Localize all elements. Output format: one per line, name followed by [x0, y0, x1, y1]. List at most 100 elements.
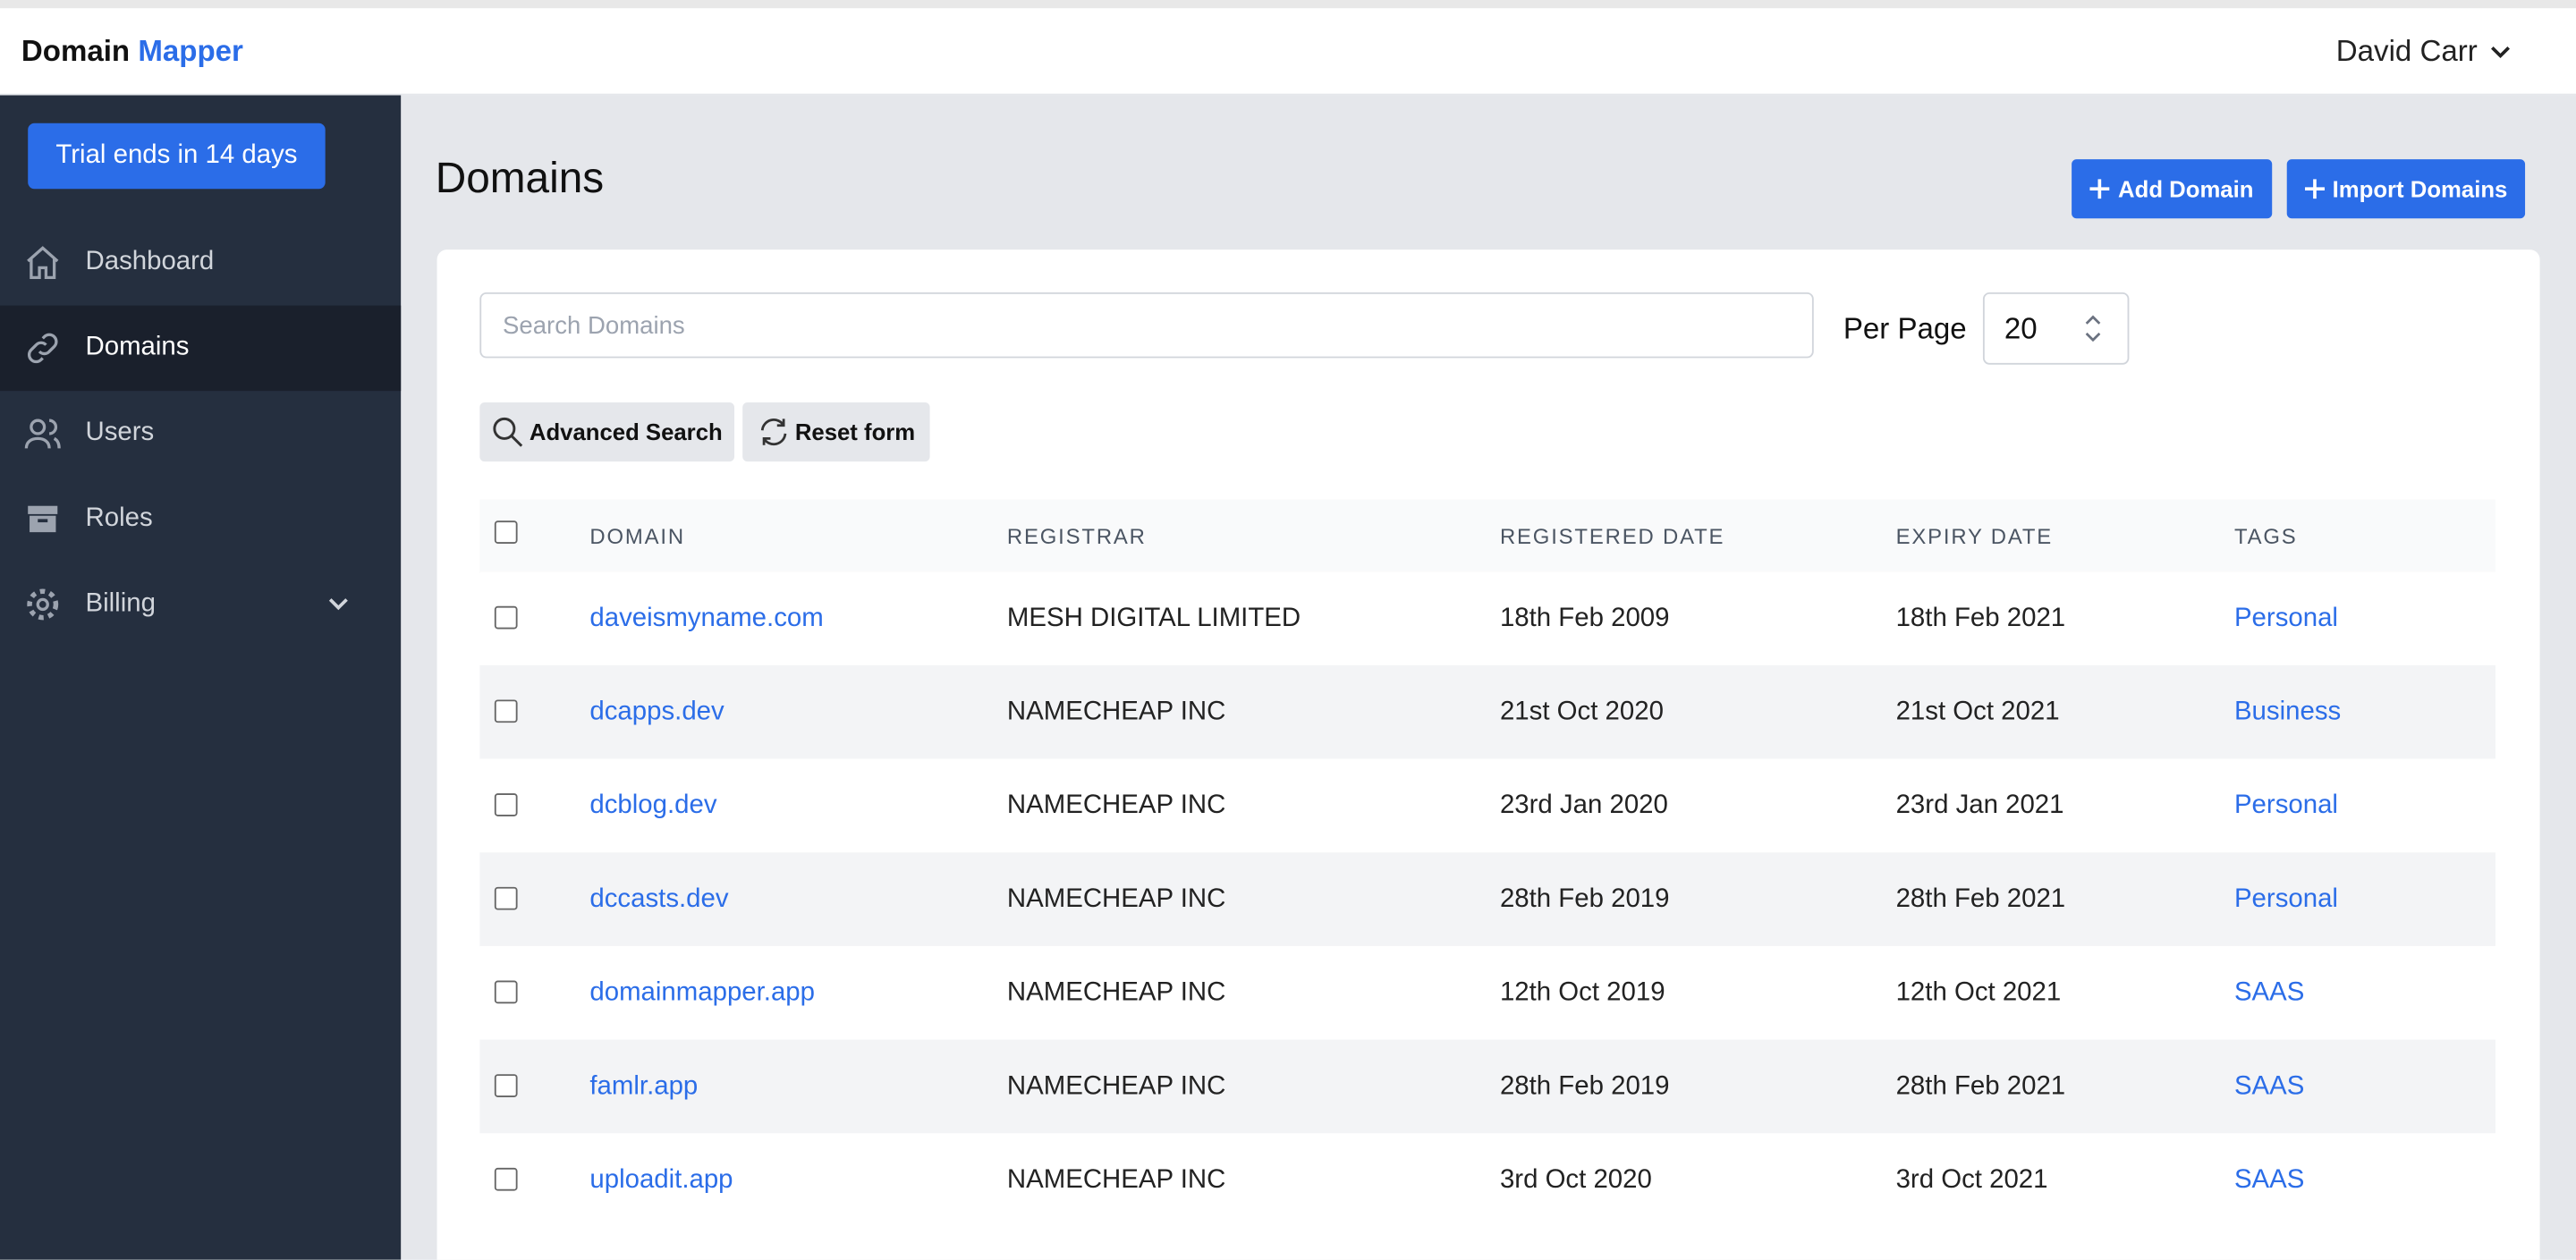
tag-link[interactable]: Personal [2233, 604, 2338, 633]
table-cell: 3rd Oct 2021 [1895, 1166, 2048, 1195]
nav-label: Dashboard [85, 248, 215, 276]
column-header: EXPIRY DATE [1895, 523, 2054, 549]
table-cell: 12th Oct 2019 [1499, 978, 1665, 1007]
table-cell: 28th Feb 2021 [1895, 885, 2066, 914]
table-cell: 21st Oct 2020 [1499, 698, 1664, 726]
table-cell: NAMECHEAP INC [1006, 791, 1226, 820]
column-header: REGISTERED DATE [1499, 523, 1725, 549]
nav-item[interactable]: Dashboard [0, 220, 401, 306]
user-name: David Carr [2335, 34, 2478, 68]
link-icon [27, 333, 58, 364]
table-row: uploadit.app NAMECHEAP INC 3rd Oct 2020 3rd… [479, 1133, 2496, 1228]
nav-label: Users [85, 419, 155, 447]
header: Domain Mapper David Carr [0, 8, 2576, 96]
page-title: Domains [435, 152, 605, 202]
plus-icon [2089, 179, 2110, 199]
select-all-checkbox[interactable] [494, 520, 518, 544]
table-row: domainmapper.app NAMECHEAP INC 12th Oct 20… [479, 945, 2496, 1040]
brand[interactable]: Domain Mapper [21, 35, 243, 70]
select-arrows [2085, 315, 2101, 342]
table-cell: 3rd Oct 2020 [1499, 1166, 1652, 1195]
table-cell: 28th Feb 2019 [1499, 885, 1670, 914]
gear-icon [27, 588, 59, 621]
refresh-icon [760, 419, 787, 446]
table-row: famlr.app NAMECHEAP INC 28th Feb 2019 28th … [479, 1039, 2496, 1134]
table-cell: 21st Oct 2021 [1895, 698, 2060, 726]
table-header: DOMAIN REGISTRAR REGISTERED DATE EXPIRY DAT… [479, 499, 2496, 574]
row-checkbox[interactable] [494, 1167, 518, 1191]
table-cell: NAMECHEAP INC [1006, 1166, 1226, 1195]
reset-form-button[interactable]: Reset form [742, 402, 930, 462]
row-checkbox[interactable] [494, 793, 518, 816]
button-label: Add Domain [2118, 175, 2254, 202]
table-cell: 18th Feb 2009 [1499, 604, 1670, 633]
chevron-icon [2491, 46, 2510, 58]
row-checkbox[interactable] [494, 699, 518, 723]
button-label: Advanced Search [529, 419, 723, 445]
tag-link[interactable]: Personal [2233, 791, 2338, 820]
brand-first: Domain [21, 34, 131, 68]
domain-link[interactable]: famlr.app [589, 1072, 699, 1101]
tag-link[interactable]: SAAS [2233, 1072, 2305, 1101]
brand-second: Mapper [138, 34, 243, 68]
table-cell: 12th Oct 2021 [1895, 978, 2062, 1007]
import-domains-button[interactable]: Import Domains [2286, 159, 2526, 219]
add-domain-button[interactable]: Add Domain [2072, 159, 2273, 219]
domain-link[interactable]: dccasts.dev [589, 885, 729, 914]
row-checkbox[interactable] [494, 980, 518, 1004]
tag-link[interactable]: Personal [2233, 885, 2338, 914]
nav-item[interactable]: Billing [0, 562, 401, 647]
tag-link[interactable]: SAAS [2233, 1166, 2305, 1195]
per-page-label: Per Page [1843, 311, 1967, 345]
nav-item[interactable]: Domains [0, 305, 402, 392]
domain-link[interactable]: daveismyname.com [589, 604, 824, 633]
users-icon [24, 419, 61, 449]
table-row: dcblog.dev NAMECHEAP INC 23rd Jan 2020 23rd… [479, 758, 2496, 853]
row-checkbox[interactable] [494, 605, 518, 630]
domain-link[interactable]: uploadit.app [589, 1166, 733, 1195]
top-border [0, 0, 2576, 9]
nav-label: Billing [85, 589, 156, 618]
column-header: REGISTRAR [1006, 523, 1147, 549]
nav-item[interactable]: Roles [0, 477, 401, 562]
table-row: dcapps.dev NAMECHEAP INC 21st Oct 2020 21st… [479, 664, 2496, 759]
nav-label: Roles [85, 503, 153, 533]
chevron-icon [328, 598, 348, 611]
nav-item[interactable]: Users [0, 391, 401, 477]
row-checkbox[interactable] [494, 1074, 518, 1097]
user-menu[interactable]: David Carr [2336, 35, 2511, 70]
plus-icon [2304, 179, 2325, 199]
table-cell: NAMECHEAP INC [1006, 698, 1226, 726]
column-header: DOMAIN [589, 523, 685, 549]
table-cell: 23rd Jan 2021 [1895, 791, 2064, 820]
table-row: daveismyname.com MESH DIGITAL LIMITED 18th… [479, 571, 2496, 665]
advanced-search-button[interactable]: Advanced Search [479, 402, 735, 462]
column-header: TAGS [2233, 523, 2298, 549]
home-icon [27, 246, 59, 280]
domain-link[interactable]: dcapps.dev [589, 698, 724, 726]
tag-link[interactable]: Business [2233, 698, 2342, 726]
table-cell: 18th Feb 2021 [1895, 604, 2066, 633]
domain-link[interactable]: domainmapper.app [589, 978, 815, 1007]
table-cell: NAMECHEAP INC [1006, 885, 1226, 914]
table-cell: 23rd Jan 2020 [1499, 791, 1668, 820]
search-input[interactable]: Search Domains [479, 292, 1814, 359]
archive-icon [28, 505, 58, 533]
trial-button[interactable]: Trial ends in 14 days [28, 123, 326, 190]
table-cell: 28th Feb 2021 [1895, 1072, 2066, 1101]
per-page-select[interactable]: 20 [1982, 292, 2130, 365]
button-label: Import Domains [2332, 175, 2508, 202]
table-cell: NAMECHEAP INC [1006, 978, 1226, 1007]
sidebar: Trial ends in 14 days Dashboard Domains … [0, 95, 402, 1260]
row-checkbox[interactable] [494, 886, 518, 910]
button-label: Reset form [794, 419, 916, 445]
nav-label: Domains [85, 333, 190, 362]
table-row: dccasts.dev NAMECHEAP INC 28th Feb 2019 28t… [479, 852, 2496, 946]
table-cell: MESH DIGITAL LIMITED [1006, 604, 1301, 633]
domain-link[interactable]: dcblog.dev [589, 791, 717, 820]
table-cell: NAMECHEAP INC [1006, 1072, 1226, 1101]
tag-link[interactable]: SAAS [2233, 978, 2305, 1007]
